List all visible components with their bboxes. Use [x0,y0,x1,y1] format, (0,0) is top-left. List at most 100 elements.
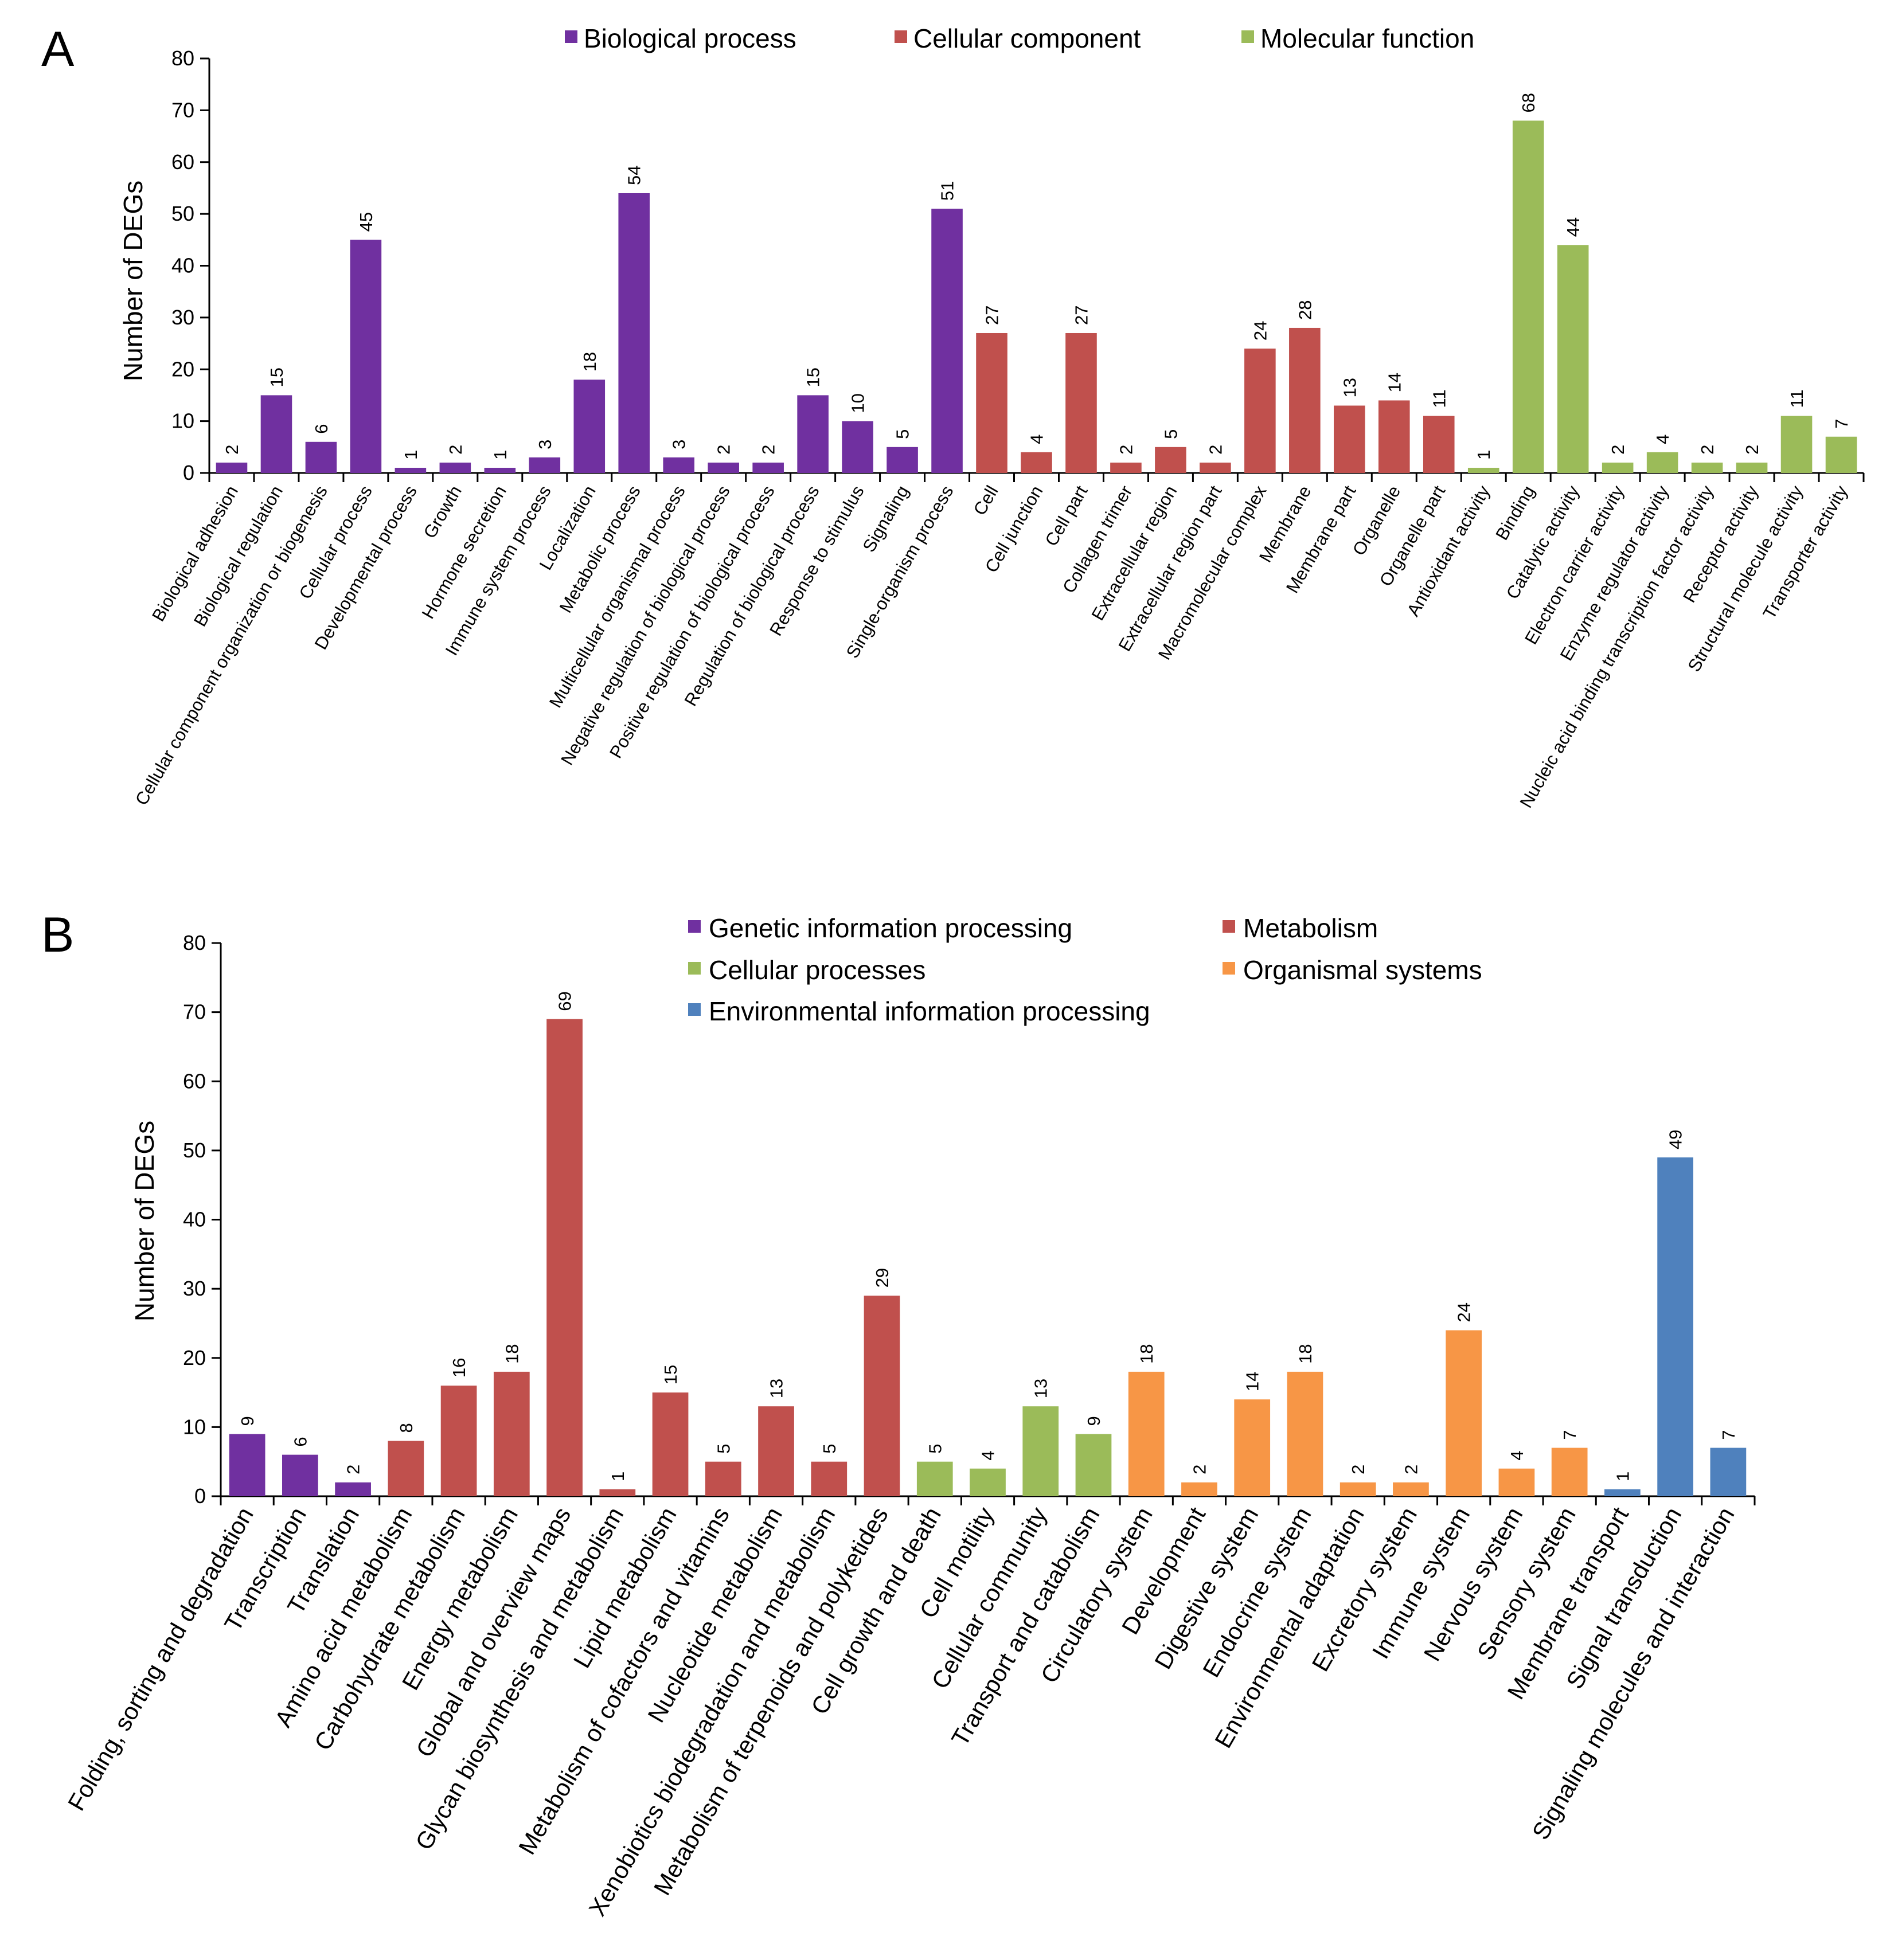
category-label: Negative regulation of biological proces… [557,482,734,769]
value-label: 15 [803,367,823,387]
bar-glycan-biosynthesis-and-metabolism [599,1489,636,1496]
bar-transcription [282,1454,318,1496]
bar-circulatory-system [1128,1371,1165,1496]
y-tick-label: 80 [183,931,206,954]
value-label: 5 [819,1443,839,1453]
panel-a-legend: Biological process Cellular component Mo… [565,24,1474,53]
legend-label-cellular-processes: Cellular processes [709,955,925,985]
bar-developmental-process [395,467,427,473]
legend-swatch-genetic-information-processing [688,920,701,933]
panel-b-letter: B [41,907,74,963]
value-label: 1 [1474,450,1494,460]
value-label: 18 [1137,1344,1157,1363]
panel-a-letter: A [41,22,75,77]
value-label: 2 [343,1465,364,1474]
panel-b-y-axis-title: Number of DEGs [130,1121,159,1321]
value-label: 9 [237,1416,257,1426]
value-label: 49 [1666,1129,1686,1149]
category-label: Cellular component organization or bioge… [131,482,331,809]
value-label: 2 [714,445,734,455]
legend-swatch-cellular-component [895,30,907,43]
y-tick-label: 30 [183,1277,206,1300]
bar-signaling-molecules-and-interaction [1710,1447,1747,1496]
value-label: 69 [555,991,575,1011]
bar-electron-carrier-activity [1602,462,1634,473]
value-label: 28 [1295,300,1315,319]
value-label: 2 [1401,1465,1421,1474]
bar-endocrine-system [1287,1371,1323,1496]
bar-hormone-secretion [484,467,516,473]
bar-macromolecular-complex [1244,349,1276,473]
bar-cell [976,332,1007,473]
bar-global-and-overview-maps [546,1019,583,1496]
panel-a-axes: 0 10 20 30 40 50 60 70 80 [171,46,1865,484]
legend-label-genetic-information-processing: Genetic information processing [709,913,1072,943]
legend-swatch-molecular-function [1241,30,1254,43]
y-tick-label: 60 [171,150,194,174]
bar-cellular-process [350,240,382,473]
bar-membrane-transport [1604,1489,1641,1496]
value-label: 2 [1697,445,1717,455]
bar-signal-transduction [1657,1157,1693,1496]
value-label: 6 [311,424,331,434]
value-label: 10 [848,393,868,413]
value-label: 7 [1560,1430,1580,1439]
bar-single-organism-process [931,209,963,473]
value-label: 4 [1027,435,1047,444]
panel-b-bars [229,1019,1747,1496]
value-label: 13 [1031,1379,1051,1398]
bar-multicellular-organismal-process [663,457,695,473]
category-label: Antioxidant activity [1403,482,1494,620]
y-tick-label: 20 [183,1346,206,1370]
bar-sensory-system [1551,1447,1588,1496]
bar-organelle-part [1423,416,1455,473]
y-tick-label: 70 [171,98,194,122]
y-tick-label: 70 [183,1000,206,1024]
value-label: 2 [759,445,779,455]
value-label: 3 [535,440,555,449]
bar-xenobiotics-biodegradation-and-metabolism [811,1461,848,1496]
bar-biological-adhesion [216,462,248,473]
value-label: 45 [356,212,376,232]
value-label: 68 [1518,93,1538,112]
bar-transport-and-catabolism [1075,1434,1112,1496]
y-tick-label: 10 [171,409,194,433]
value-label: 18 [502,1344,522,1363]
value-label: 13 [1339,378,1360,397]
value-label: 1 [1612,1472,1633,1481]
y-tick-label: 40 [183,1208,206,1231]
bar-cellular-component-organization-or-biogenesis [305,441,337,473]
y-tick-label: 50 [171,202,194,225]
bar-nucleic-acid-binding-transcription-factor-activity [1691,462,1723,473]
value-label: 2 [446,445,466,455]
value-label: 27 [982,306,1002,325]
bar-growth [439,462,471,473]
bar-enzyme-regulator-activity [1646,452,1678,473]
bar-positive-regulation-of-biological-process [752,462,784,473]
bar-response-to-stimulus [842,421,873,473]
bar-localization [573,380,606,473]
panel-a-y-axis-title: Number of DEGs [118,181,148,381]
legend-swatch-cellular-processes [688,962,701,975]
bar-membrane [1289,327,1321,473]
bar-structural-molecule-activity [1780,416,1813,473]
legend-label-organismal-systems: Organismal systems [1243,955,1482,985]
y-tick-label: 80 [171,46,194,70]
value-label: 15 [267,367,287,387]
bar-environmental-adaptation [1339,1482,1376,1496]
value-label: 14 [1384,373,1404,392]
bar-translation [335,1482,371,1496]
bar-regulation-of-biological-process [797,395,829,473]
bar-organelle [1378,400,1410,473]
bar-cell-motility [970,1468,1006,1496]
category-label: Metabolic process [556,482,645,616]
value-label: 2 [1116,445,1136,455]
y-tick-label: 10 [183,1415,206,1438]
panel-b-chart: B Number of DEGs Genetic information pro… [41,907,1756,1920]
bar-folding-sorting-and-degradation [229,1434,265,1496]
value-label: 11 [1429,389,1449,408]
y-tick-label: 30 [171,306,194,329]
bar-transporter-activity [1825,436,1857,473]
y-tick-label: 40 [171,254,194,277]
